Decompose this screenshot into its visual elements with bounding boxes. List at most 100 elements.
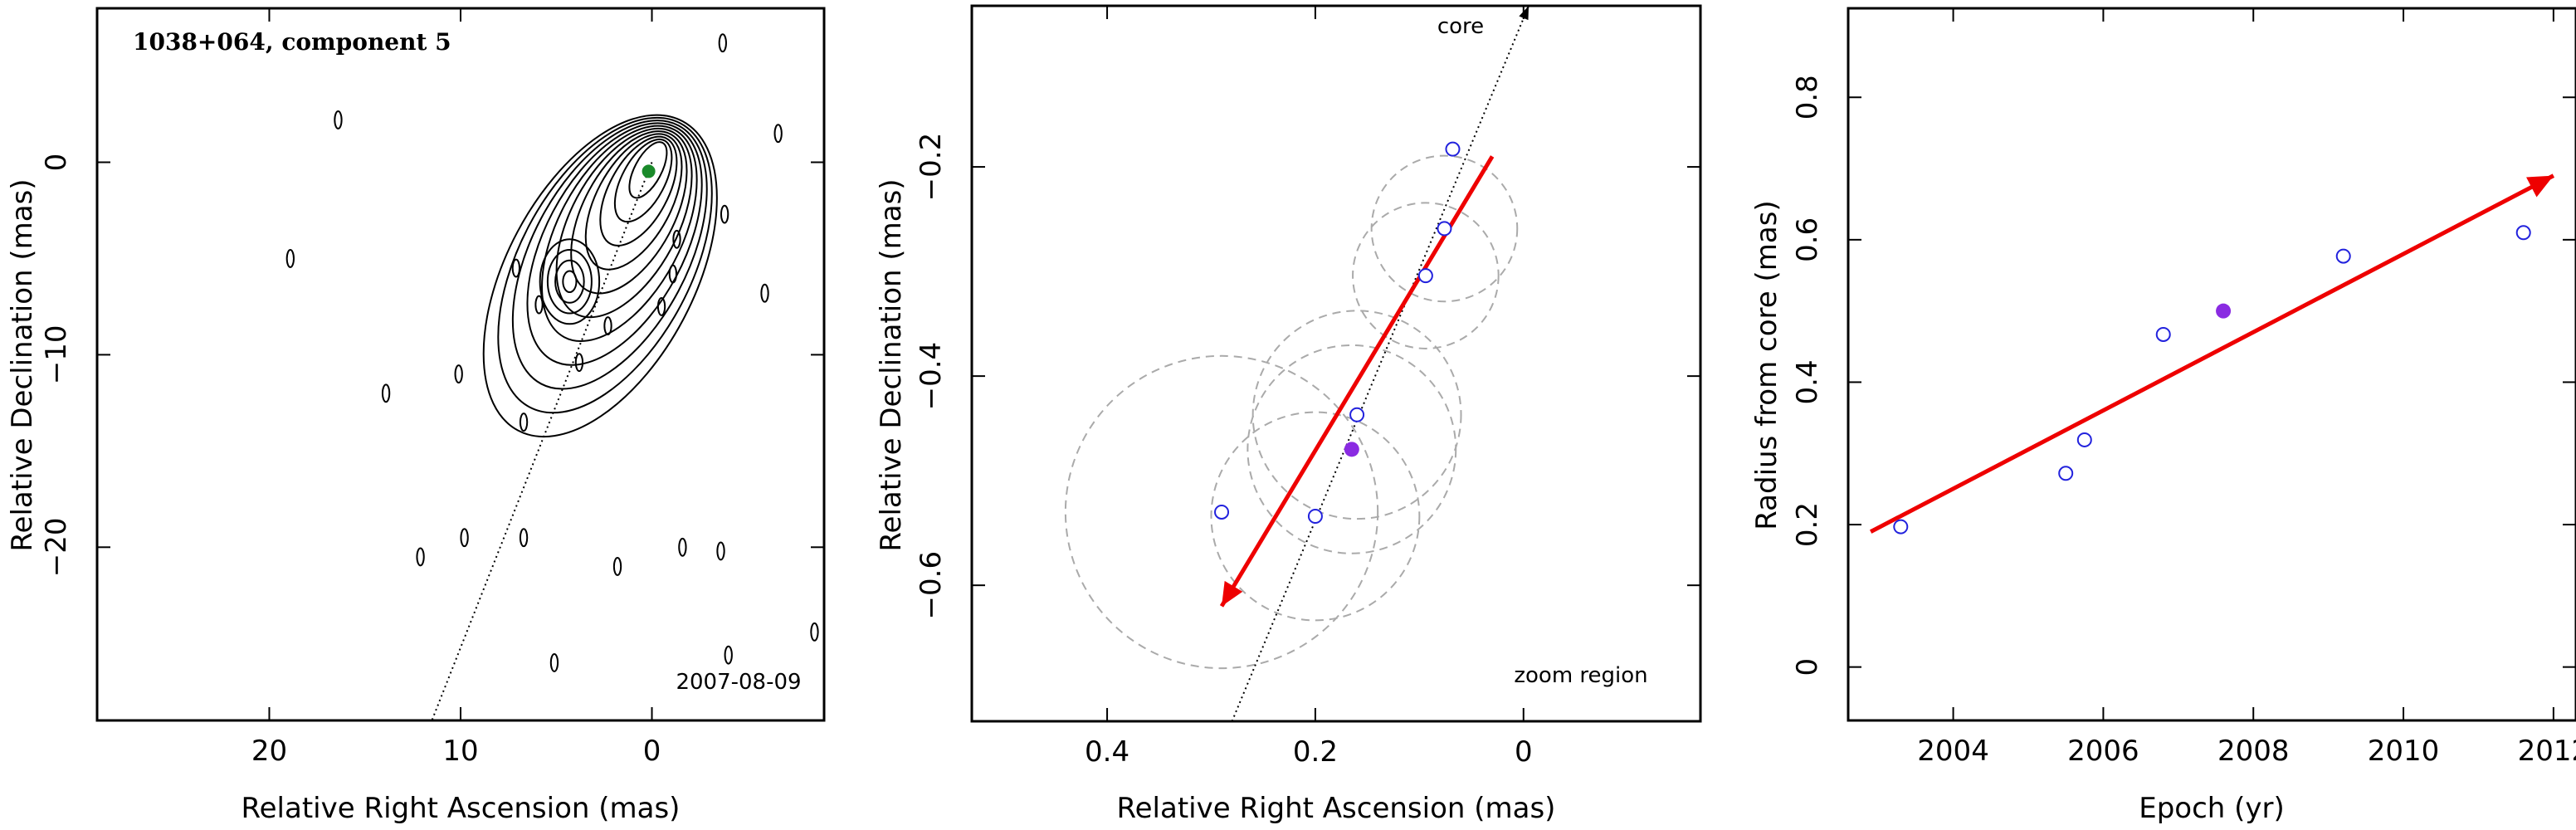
uncertainty-circle	[1247, 344, 1457, 554]
y-tick-labels: −0.2 −0.4 −0.6	[915, 133, 948, 620]
x-tick-label: 2006	[2067, 735, 2139, 768]
data-point	[2335, 248, 2351, 264]
radius-content	[1869, 173, 2555, 535]
y-tick-label: −20	[40, 517, 73, 577]
data-point	[2076, 432, 2092, 447]
noise-contour	[534, 295, 544, 315]
y-tick-label: 0.2	[1791, 502, 1824, 547]
uncertainty-circle	[1064, 354, 1379, 670]
epoch-annotation: 2007-08-09	[676, 670, 801, 695]
core-contour	[628, 141, 668, 199]
noise-contour	[718, 33, 727, 53]
core-contour	[599, 135, 678, 247]
uncertainty-circle	[1370, 154, 1519, 303]
blob-contour	[554, 259, 585, 304]
y-axis-label: Radius from core (mas)	[1750, 200, 1783, 530]
x-tick-label: 20	[251, 735, 287, 768]
highlight-point	[2216, 303, 2232, 319]
data-point	[2155, 326, 2171, 342]
zoom-panel: core zoom region Relative Right Ascensio…	[875, 4, 1702, 825]
uncertainty-circle	[1210, 411, 1421, 622]
uncertainty-circle	[1352, 202, 1500, 349]
x-tick-label: 2008	[2217, 735, 2290, 768]
contour-map	[285, 33, 819, 720]
blob-contour	[546, 249, 593, 315]
fit-arrow-line	[1869, 173, 2555, 534]
y-tick-label: 0	[1791, 658, 1824, 676]
core-contour	[482, 114, 718, 438]
data-point	[1417, 268, 1433, 284]
highlight-point	[1344, 442, 1359, 457]
data-point	[1349, 407, 1365, 422]
y-tick-labels: 0 0.2 0.4 0.6 0.8	[1791, 75, 1824, 676]
y-tick-label: −0.4	[915, 342, 948, 411]
fit-arrow-head	[2526, 175, 2554, 198]
tick-marks	[972, 6, 1700, 721]
core-contour	[613, 138, 673, 223]
noise-contour	[460, 528, 469, 548]
x-tick-label: 2012	[2518, 735, 2576, 768]
noise-contour	[416, 547, 425, 567]
plot-frame	[95, 7, 826, 722]
x-tick-label: 10	[442, 735, 478, 768]
core-contour	[511, 120, 708, 390]
component-marker	[642, 164, 656, 178]
y-tick-label: −0.2	[915, 133, 948, 202]
zoom-content	[1064, 6, 1530, 721]
x-tick-label: 2004	[1917, 735, 1989, 768]
zoom-annotation: zoom region	[1514, 663, 1647, 688]
data-point	[2058, 466, 2074, 481]
x-tick-label: 0.2	[1293, 735, 1338, 769]
noise-contour	[285, 249, 295, 268]
core-annotation: core	[1437, 14, 1484, 39]
noise-contour	[549, 652, 559, 672]
core-contour	[584, 133, 683, 271]
noise-contour	[678, 537, 687, 557]
data-point	[1437, 221, 1452, 237]
noise-contour	[334, 110, 343, 129]
core-contour	[541, 124, 698, 342]
x-axis-label: Relative Right Ascension (mas)	[1117, 792, 1556, 825]
data-point	[1307, 508, 1323, 524]
noise-contour	[810, 622, 819, 642]
data-point	[1445, 141, 1461, 157]
noise-contour	[656, 296, 666, 316]
fit-arrow-head	[1222, 580, 1243, 607]
y-tick-label: 0.4	[1791, 359, 1824, 404]
y-axis-label: Relative Declination (mas)	[6, 178, 39, 551]
noise-contour	[519, 528, 529, 548]
y-tick-label: 0	[40, 154, 73, 172]
plot-frame	[970, 4, 1702, 723]
y-tick-label: 0.8	[1791, 75, 1824, 120]
y-tick-label: 0.6	[1791, 217, 1824, 262]
x-tick-label: 0	[643, 735, 661, 768]
noise-contour	[716, 541, 725, 561]
uncertainty-circle	[1251, 310, 1462, 520]
y-tick-label: −0.6	[915, 551, 948, 620]
noise-contour	[612, 557, 622, 576]
noise-contour	[724, 645, 733, 665]
plot-frame	[1847, 7, 2576, 722]
data-point	[1893, 519, 1909, 535]
noise-contour	[519, 413, 529, 432]
noise-contour	[672, 229, 681, 249]
noise-contour	[760, 283, 769, 303]
data-point	[1214, 504, 1230, 520]
core-contour	[555, 127, 693, 319]
blob-contour	[562, 270, 578, 294]
fit-arrow-line	[1219, 155, 1495, 608]
y-tick-labels: 0 −10 −20	[40, 154, 73, 577]
noise-contour	[668, 264, 678, 284]
tick-marks	[97, 8, 824, 720]
x-tick-labels: 2004 2006 2008 2010 2012	[1917, 735, 2576, 768]
core-contour	[570, 130, 688, 295]
noise-contour	[773, 124, 783, 144]
contour-panel: 1038+064, component 5 2007-08-09 Relativ…	[6, 7, 826, 825]
noise-contour	[574, 353, 584, 373]
core-contour	[497, 116, 713, 414]
noise-contour	[603, 316, 612, 336]
x-tick-labels: 0.4 0.2 0	[1085, 735, 1533, 769]
noise-contour	[720, 204, 729, 224]
y-tick-label: −10	[40, 325, 73, 385]
data-point	[2515, 225, 2531, 241]
